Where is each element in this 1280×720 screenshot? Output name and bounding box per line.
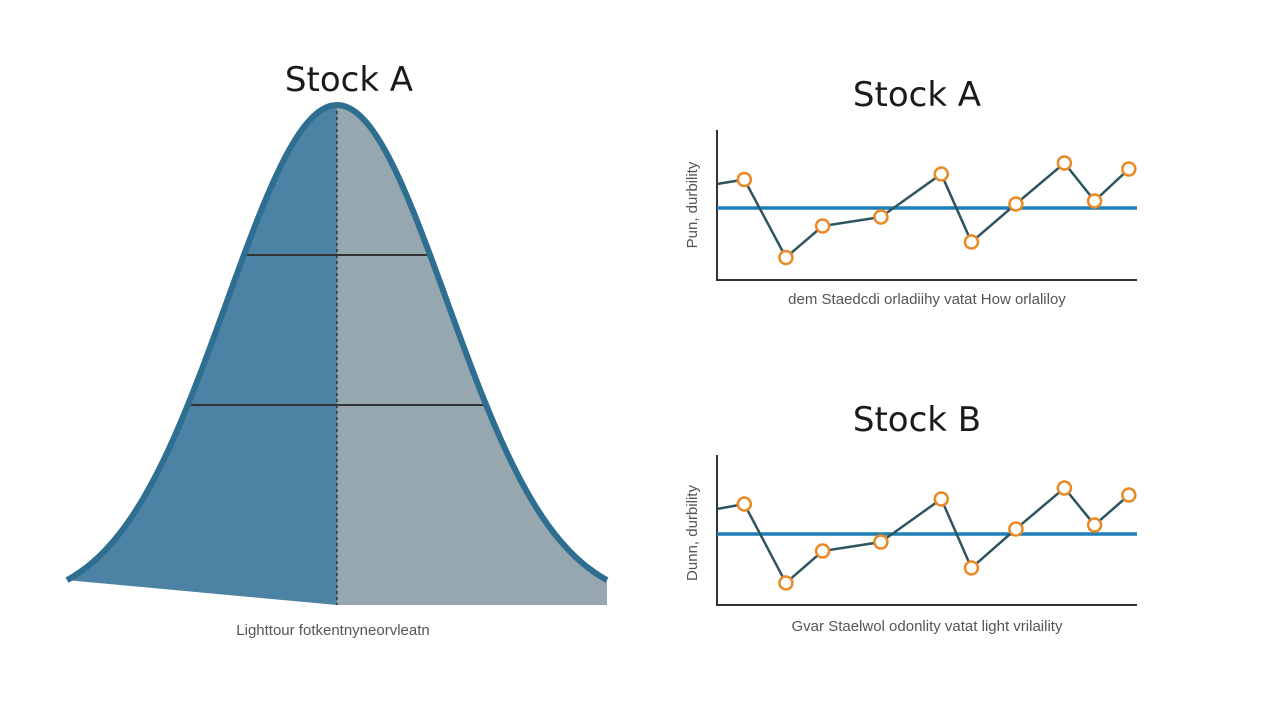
data-point [933,491,950,507]
data-point [963,234,980,250]
series-line [716,161,1130,260]
data-point [933,166,950,182]
data-point [1008,196,1024,212]
axes [716,130,1137,281]
stock-b-title: Stock B [853,400,981,440]
bell-outline [65,101,609,583]
data-point [778,575,794,591]
data-point [1008,521,1024,537]
data-point [814,218,831,234]
axes [716,455,1137,606]
data-point [736,496,753,512]
bell-chart-title: Stock A [285,60,413,100]
data-point [1121,161,1137,177]
data-point [873,534,889,550]
data-point [1121,487,1137,503]
data-point [778,249,794,266]
stock-b-line-chart: Stock B Gvar Staelwol odonlity vatat lig… [684,400,1137,635]
bell-right-area [337,105,607,605]
data-point [1086,193,1103,209]
stock-a-line-chart: Stock A dem Staedcdi orladiihy vatat How… [684,75,1137,308]
stock-b-xlabel: Gvar Staelwol odonlity vatat light vrila… [792,618,1063,635]
stock-a-xlabel: dem Staedcdi orladiihy vatat How orlalil… [788,291,1066,308]
stock-a-title: Stock A [853,75,981,115]
stock-b-ylabel: Dunn, durbility [684,485,701,581]
bell-left-area [67,105,337,605]
data-point [1086,517,1103,533]
stock-a-ylabel: Pun, durbility [684,161,701,248]
data-point [873,209,889,225]
data-point [1056,480,1073,496]
data-point [1056,155,1073,171]
data-point [736,171,753,188]
data-point [814,543,831,559]
bell-curve-chart: Stock A Lighttour fotkentnyneorvleatn [65,60,609,639]
data-point [963,560,980,576]
bell-chart-xlabel: Lighttour fotkentnyneorvleatn [236,622,429,639]
